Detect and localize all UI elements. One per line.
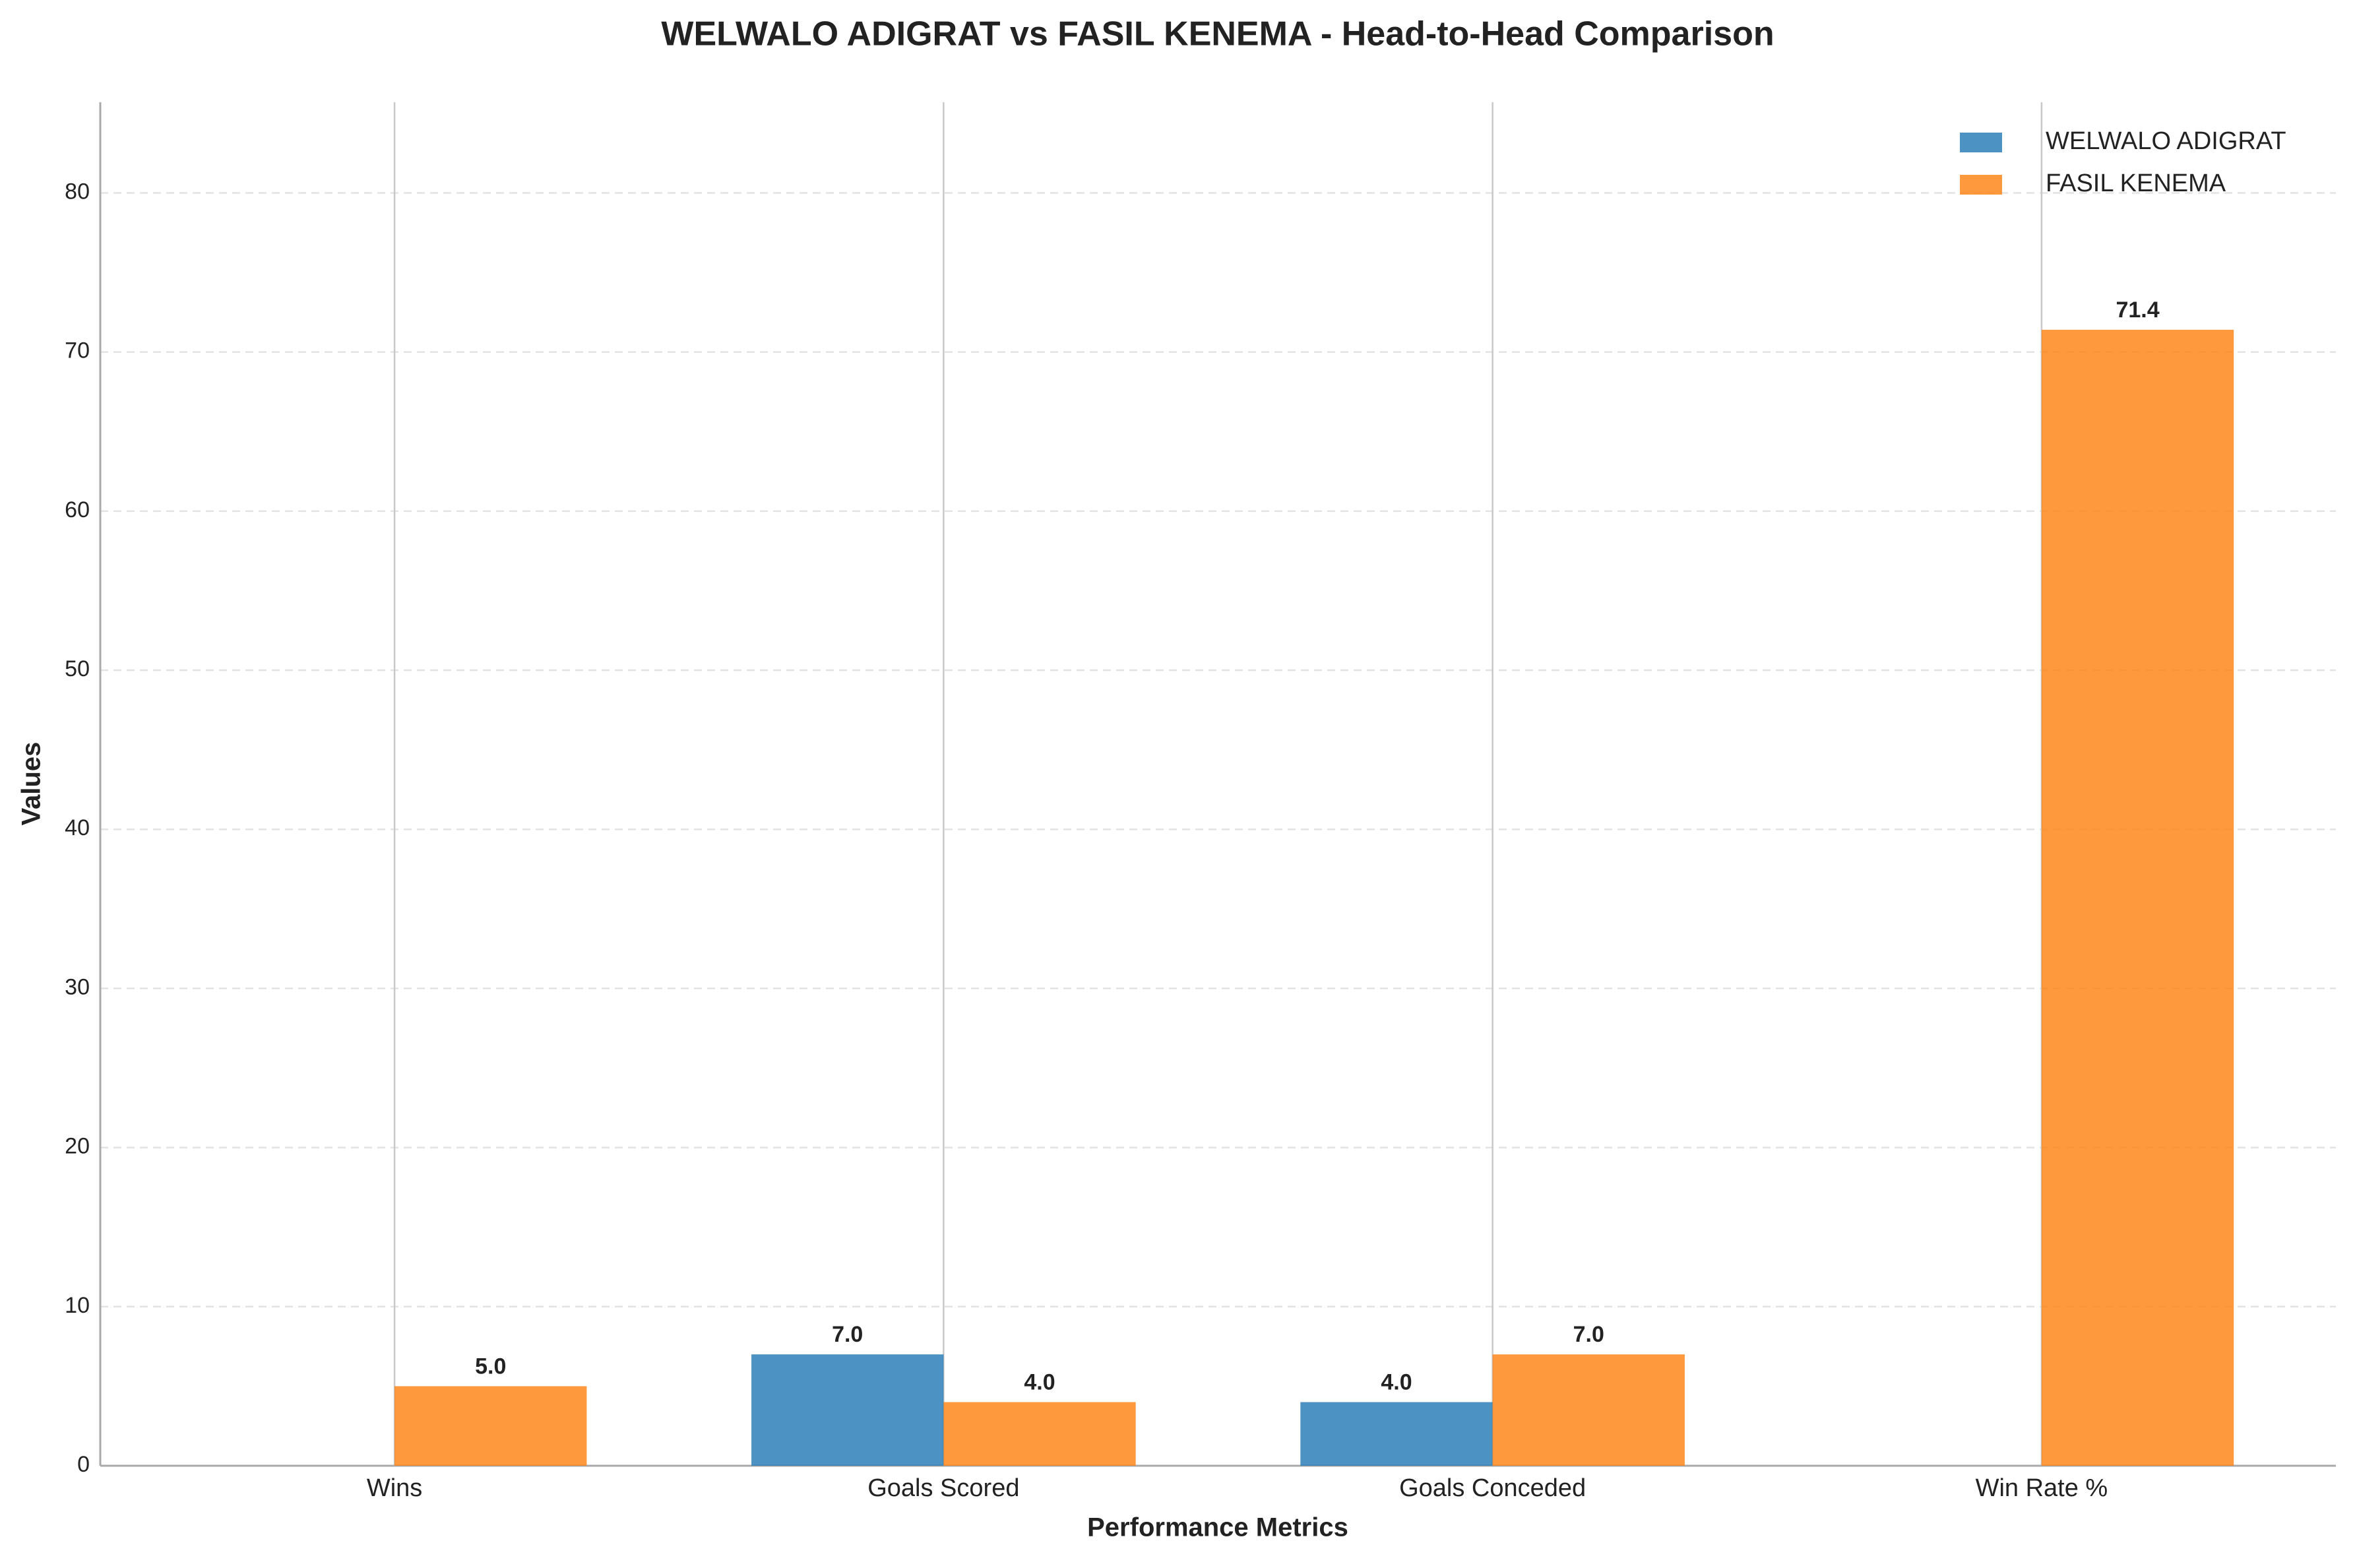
x-tick-label: Wins [367, 1474, 422, 1502]
legend-swatch [1960, 175, 2002, 195]
legend-label: FASIL KENEMA [2046, 170, 2226, 197]
x-axis-label: Performance Metrics [1087, 1513, 1348, 1542]
value-label: 7.0 [1573, 1322, 1604, 1347]
bar [943, 1402, 1136, 1466]
bar [1300, 1402, 1493, 1466]
y-tick-label: 60 [65, 497, 90, 522]
y-tick-label: 0 [77, 1452, 90, 1477]
bar [751, 1354, 944, 1466]
bar [394, 1386, 587, 1466]
y-tick-label: 20 [65, 1134, 90, 1159]
value-label: 71.4 [2116, 298, 2159, 323]
legend-label: WELWALO ADIGRAT [2046, 127, 2286, 155]
chart-title: WELWALO ADIGRAT vs FASIL KENEMA - Head-t… [661, 15, 1774, 53]
y-tick-label: 40 [65, 815, 90, 840]
value-label: 4.0 [1024, 1370, 1055, 1395]
x-tick-label: Goals Scored [867, 1474, 1019, 1502]
value-label: 4.0 [1381, 1370, 1412, 1395]
y-axis-label: Values [17, 742, 46, 826]
y-tick-label: 80 [65, 179, 90, 204]
y-tick-label: 50 [65, 656, 90, 681]
y-tick-label: 10 [65, 1293, 90, 1318]
bar [2041, 329, 2234, 1466]
value-label: 5.0 [475, 1354, 506, 1379]
legend-swatch [1960, 133, 2002, 152]
x-tick-label: Win Rate % [1976, 1474, 2108, 1502]
y-tick-label: 70 [65, 338, 90, 363]
y-tick-label: 30 [65, 974, 90, 999]
bar [1492, 1354, 1685, 1466]
value-label: 7.0 [832, 1322, 863, 1347]
x-tick-label: Goals Conceded [1399, 1474, 1586, 1502]
